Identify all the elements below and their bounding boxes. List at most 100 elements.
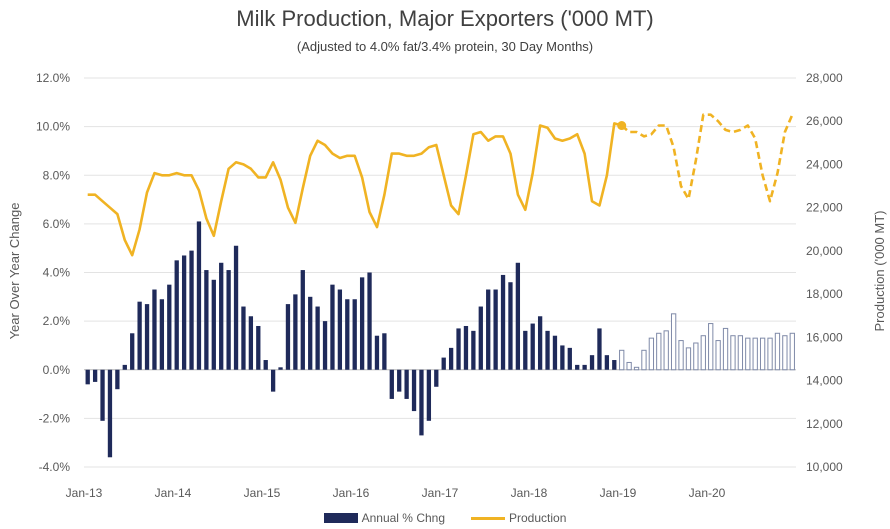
bar (508, 282, 513, 370)
bar (612, 360, 617, 370)
bar (582, 364, 587, 370)
bar (633, 366, 640, 371)
bar (419, 369, 424, 436)
bar (300, 270, 305, 370)
x-tick-label: Jan-15 (244, 486, 281, 500)
bar (597, 328, 602, 370)
forecast-start-point (617, 121, 627, 131)
y-right-tick-label: 22,000 (806, 201, 843, 215)
bar (137, 301, 142, 370)
y-right-tick-label: 12,000 (806, 417, 843, 431)
bar (456, 328, 461, 370)
bar (248, 316, 254, 370)
bar (159, 299, 165, 370)
bar (241, 306, 246, 370)
bar (293, 294, 298, 370)
bar (92, 369, 98, 382)
bar (656, 332, 662, 371)
bar (545, 330, 550, 370)
bar (730, 335, 736, 371)
y-left-tick-label: 12.0% (36, 71, 70, 85)
bar (226, 270, 231, 370)
bar (463, 325, 469, 370)
y-left-tick-label: -4.0% (39, 460, 71, 474)
x-tick-label: Jan-14 (155, 486, 192, 500)
bar (575, 364, 580, 370)
bar (174, 260, 179, 370)
bar (737, 335, 744, 371)
bar (685, 347, 692, 371)
y-left-axis-title: Year Over Year Change (7, 203, 22, 340)
bar (263, 360, 268, 370)
bar (722, 327, 729, 371)
bar (308, 296, 313, 370)
bar (144, 304, 150, 370)
bar (774, 332, 781, 371)
bar (330, 284, 335, 370)
x-tick-label: Jan-16 (333, 486, 370, 500)
bar (693, 342, 699, 371)
bar (552, 335, 558, 370)
bar (256, 325, 261, 370)
legend-label-line: Production (509, 511, 567, 525)
bar (130, 333, 135, 370)
bar (397, 369, 402, 392)
y-right-tick-label: 10,000 (806, 460, 843, 474)
bar (152, 289, 157, 370)
bar (404, 369, 409, 399)
bar (708, 323, 714, 371)
axis-ticks: 12.0% 10.0% 8.0% 6.0% 4.0% 2.0% 0.0% -2.0% -4.0%… (36, 71, 843, 500)
x-tick-label: Jan-13 (66, 486, 103, 500)
bar (663, 330, 669, 371)
bar (715, 340, 721, 371)
y-right-tick-label: 16,000 (806, 330, 843, 344)
y-right-tick-label: 24,000 (806, 157, 843, 171)
bar (219, 262, 224, 370)
y-right-tick-label: 20,000 (806, 244, 843, 258)
bar (204, 270, 209, 370)
bar (189, 250, 194, 370)
bar (315, 306, 320, 370)
bar (530, 323, 535, 370)
bar (500, 274, 506, 370)
x-tick-label: Jan-18 (511, 486, 548, 500)
bar (493, 289, 498, 370)
y-left-tick-label: -2.0% (39, 411, 71, 425)
bar (285, 304, 291, 370)
bar (345, 299, 350, 370)
production-line-forecast (620, 113, 794, 203)
bar (411, 369, 417, 412)
bar (107, 369, 113, 458)
bar (434, 369, 439, 387)
bar (85, 369, 90, 385)
y-left-tick-label: 4.0% (43, 266, 71, 280)
chart-subtitle: (Adjusted to 4.0% fat/3.4% protein, 30 D… (296, 39, 594, 54)
y-right-tick-label: 18,000 (806, 287, 843, 301)
y-left-tick-label: 8.0% (43, 168, 71, 182)
bar (359, 277, 365, 370)
bar (167, 284, 172, 370)
bar (233, 245, 239, 370)
bar (181, 255, 187, 370)
y-right-tick-label: 14,000 (806, 374, 843, 388)
legend-swatch-bars (323, 513, 358, 523)
y-left-tick-label: 2.0% (43, 314, 71, 328)
bar (100, 369, 105, 421)
bar (537, 316, 543, 370)
bar (122, 364, 127, 370)
bar (523, 330, 528, 370)
bar (752, 337, 758, 371)
bar (560, 345, 565, 370)
bar (486, 289, 491, 370)
bar (626, 361, 632, 371)
legend-label-bars: Annual % Chng (361, 511, 445, 525)
bar (382, 333, 387, 370)
bar (789, 332, 795, 371)
x-tick-label: Jan-17 (422, 486, 459, 500)
bar (448, 347, 454, 370)
y-left-tick-label: 10.0% (36, 120, 70, 134)
bar (567, 347, 572, 370)
bar (478, 306, 483, 370)
